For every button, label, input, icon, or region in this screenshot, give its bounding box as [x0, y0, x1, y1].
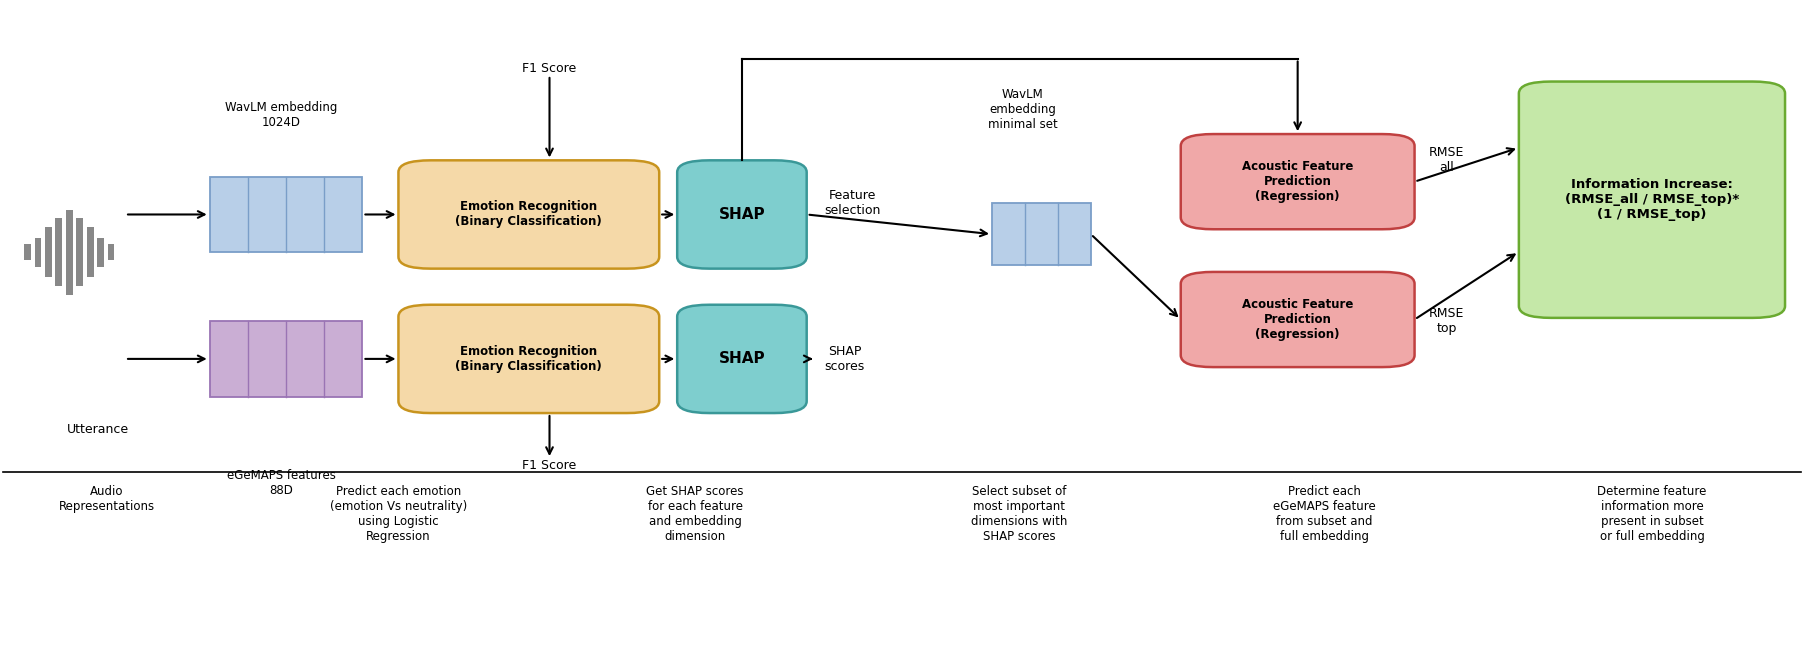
FancyBboxPatch shape: [399, 160, 658, 269]
Text: WavLM embedding
1024D: WavLM embedding 1024D: [226, 101, 337, 129]
Text: Acoustic Feature
Prediction
(Regression): Acoustic Feature Prediction (Regression): [1241, 160, 1353, 203]
Bar: [97, 238, 105, 267]
Text: RMSE
top: RMSE top: [1429, 307, 1465, 335]
FancyBboxPatch shape: [1182, 134, 1414, 229]
Text: Predict each
eGeMAPS feature
from subset and
full embedding: Predict each eGeMAPS feature from subset…: [1274, 485, 1376, 544]
Bar: [76, 218, 83, 287]
FancyBboxPatch shape: [1519, 81, 1784, 318]
Text: SHAP: SHAP: [718, 207, 765, 222]
Bar: [67, 210, 72, 295]
Bar: [992, 203, 1091, 265]
Bar: [108, 244, 114, 260]
Bar: [209, 177, 363, 252]
Bar: [23, 244, 31, 260]
Text: Emotion Recognition
(Binary Classification): Emotion Recognition (Binary Classificati…: [455, 201, 603, 228]
Bar: [34, 238, 41, 267]
FancyBboxPatch shape: [399, 305, 658, 413]
Text: SHAP
scores: SHAP scores: [824, 344, 864, 373]
FancyBboxPatch shape: [1182, 272, 1414, 367]
Text: eGeMAPS features
88D: eGeMAPS features 88D: [227, 469, 336, 497]
Text: WavLM
embedding
minimal set: WavLM embedding minimal set: [987, 88, 1057, 131]
Bar: [45, 227, 52, 277]
Text: F1 Score: F1 Score: [523, 62, 577, 75]
Text: Select subset of
most important
dimensions with
SHAP scores: Select subset of most important dimensio…: [971, 485, 1068, 544]
Text: F1 Score: F1 Score: [523, 459, 577, 472]
FancyBboxPatch shape: [676, 160, 806, 269]
Text: RMSE
all: RMSE all: [1429, 146, 1465, 174]
Text: Feature
selection: Feature selection: [824, 189, 880, 217]
Text: Determine feature
information more
present in subset
or full embedding: Determine feature information more prese…: [1597, 485, 1707, 544]
Text: Information Increase:
(RMSE_all / RMSE_top)*
(1 / RMSE_top): Information Increase: (RMSE_all / RMSE_t…: [1564, 178, 1739, 221]
Bar: [56, 218, 63, 287]
Text: Utterance: Utterance: [67, 423, 130, 436]
Text: Emotion Recognition
(Binary Classification): Emotion Recognition (Binary Classificati…: [455, 345, 603, 373]
Bar: [87, 227, 94, 277]
Text: Predict each emotion
(emotion Vs neutrality)
using Logistic
Regression: Predict each emotion (emotion Vs neutral…: [330, 485, 467, 544]
Text: Get SHAP scores
for each feature
and embedding
dimension: Get SHAP scores for each feature and emb…: [646, 485, 743, 544]
Text: SHAP: SHAP: [718, 352, 765, 366]
Text: Acoustic Feature
Prediction
(Regression): Acoustic Feature Prediction (Regression): [1241, 298, 1353, 341]
Bar: [209, 321, 363, 397]
FancyBboxPatch shape: [676, 305, 806, 413]
Text: Audio
Representations: Audio Representations: [60, 485, 155, 513]
